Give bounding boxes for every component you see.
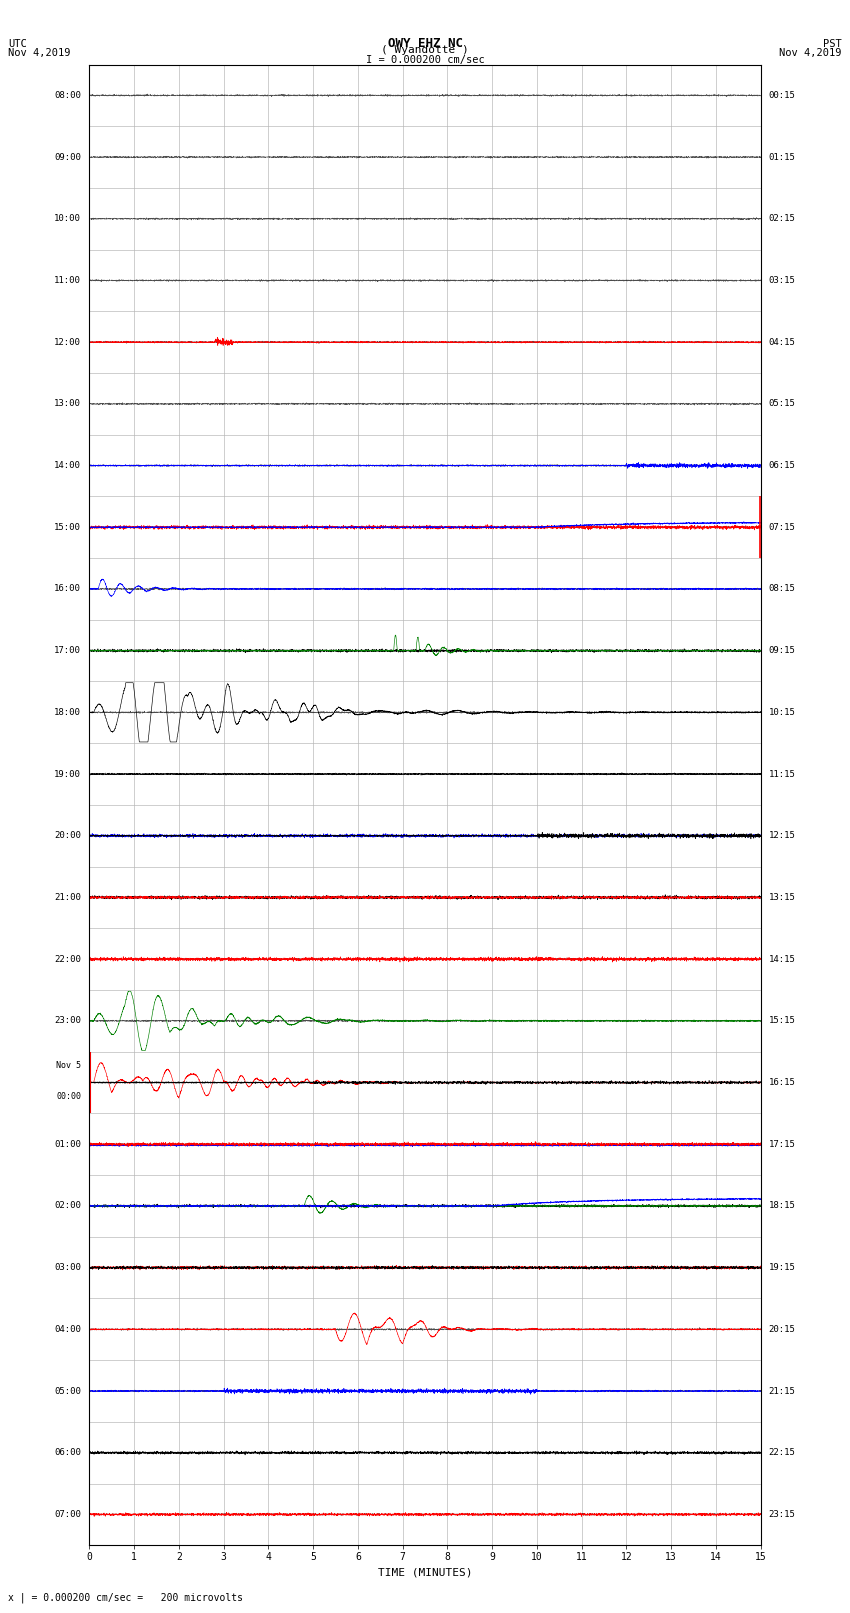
Text: x | = 0.000200 cm/sec =   200 microvolts: x | = 0.000200 cm/sec = 200 microvolts bbox=[8, 1592, 243, 1603]
Text: 01:00: 01:00 bbox=[54, 1140, 82, 1148]
Text: 19:00: 19:00 bbox=[54, 769, 82, 779]
Text: 06:00: 06:00 bbox=[54, 1448, 82, 1457]
Text: 19:15: 19:15 bbox=[768, 1263, 796, 1273]
Text: 03:00: 03:00 bbox=[54, 1263, 82, 1273]
Text: Nov 5: Nov 5 bbox=[56, 1061, 82, 1069]
Text: 06:15: 06:15 bbox=[768, 461, 796, 469]
Text: 00:00: 00:00 bbox=[56, 1092, 82, 1100]
Text: 05:15: 05:15 bbox=[768, 400, 796, 408]
Text: 16:15: 16:15 bbox=[768, 1077, 796, 1087]
Text: Nov 4,2019: Nov 4,2019 bbox=[8, 48, 71, 58]
Text: 04:15: 04:15 bbox=[768, 337, 796, 347]
Text: 09:15: 09:15 bbox=[768, 647, 796, 655]
Text: 04:00: 04:00 bbox=[54, 1324, 82, 1334]
Text: 01:15: 01:15 bbox=[768, 153, 796, 161]
Text: 08:00: 08:00 bbox=[54, 90, 82, 100]
Text: 23:15: 23:15 bbox=[768, 1510, 796, 1519]
Text: 22:00: 22:00 bbox=[54, 955, 82, 963]
Text: UTC: UTC bbox=[8, 39, 27, 48]
Text: 05:00: 05:00 bbox=[54, 1387, 82, 1395]
Text: 08:15: 08:15 bbox=[768, 584, 796, 594]
Text: 00:15: 00:15 bbox=[768, 90, 796, 100]
Text: 02:15: 02:15 bbox=[768, 215, 796, 223]
Text: 21:15: 21:15 bbox=[768, 1387, 796, 1395]
Text: 11:00: 11:00 bbox=[54, 276, 82, 286]
Text: 18:15: 18:15 bbox=[768, 1202, 796, 1210]
Text: 15:00: 15:00 bbox=[54, 523, 82, 532]
Text: 23:00: 23:00 bbox=[54, 1016, 82, 1026]
Text: 17:15: 17:15 bbox=[768, 1140, 796, 1148]
Text: 14:15: 14:15 bbox=[768, 955, 796, 963]
Text: 11:15: 11:15 bbox=[768, 769, 796, 779]
Text: 21:00: 21:00 bbox=[54, 894, 82, 902]
Text: 12:15: 12:15 bbox=[768, 831, 796, 840]
Text: 22:15: 22:15 bbox=[768, 1448, 796, 1457]
Text: Nov 4,2019: Nov 4,2019 bbox=[779, 48, 842, 58]
Text: PST: PST bbox=[823, 39, 842, 48]
Text: TIME (MINUTES): TIME (MINUTES) bbox=[377, 1568, 473, 1578]
Text: OWY EHZ NC: OWY EHZ NC bbox=[388, 37, 462, 50]
Text: 03:15: 03:15 bbox=[768, 276, 796, 286]
Text: 07:15: 07:15 bbox=[768, 523, 796, 532]
Text: 13:00: 13:00 bbox=[54, 400, 82, 408]
Text: 07:00: 07:00 bbox=[54, 1510, 82, 1519]
Text: 18:00: 18:00 bbox=[54, 708, 82, 716]
Text: 12:00: 12:00 bbox=[54, 337, 82, 347]
Text: ( Wyandotte ): ( Wyandotte ) bbox=[381, 45, 469, 55]
Text: 13:15: 13:15 bbox=[768, 894, 796, 902]
Text: I = 0.000200 cm/sec: I = 0.000200 cm/sec bbox=[366, 55, 484, 65]
Text: 02:00: 02:00 bbox=[54, 1202, 82, 1210]
Text: 16:00: 16:00 bbox=[54, 584, 82, 594]
Text: 20:00: 20:00 bbox=[54, 831, 82, 840]
Text: 10:00: 10:00 bbox=[54, 215, 82, 223]
Text: 14:00: 14:00 bbox=[54, 461, 82, 469]
Text: 20:15: 20:15 bbox=[768, 1324, 796, 1334]
Text: 09:00: 09:00 bbox=[54, 153, 82, 161]
Text: 10:15: 10:15 bbox=[768, 708, 796, 716]
Text: 15:15: 15:15 bbox=[768, 1016, 796, 1026]
Text: 17:00: 17:00 bbox=[54, 647, 82, 655]
